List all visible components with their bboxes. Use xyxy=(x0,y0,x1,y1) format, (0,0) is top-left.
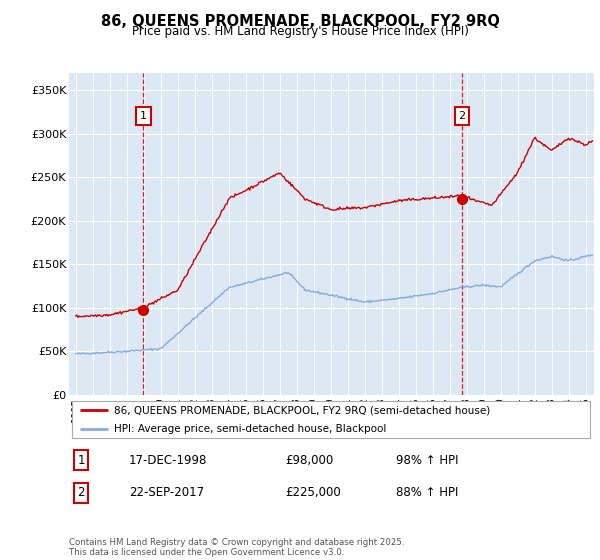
Text: 86, QUEENS PROMENADE, BLACKPOOL, FY2 9RQ: 86, QUEENS PROMENADE, BLACKPOOL, FY2 9RQ xyxy=(101,14,499,29)
Text: 1: 1 xyxy=(140,111,147,122)
Text: £225,000: £225,000 xyxy=(285,486,341,500)
FancyBboxPatch shape xyxy=(71,401,590,438)
Text: Price paid vs. HM Land Registry's House Price Index (HPI): Price paid vs. HM Land Registry's House … xyxy=(131,25,469,38)
Text: HPI: Average price, semi-detached house, Blackpool: HPI: Average price, semi-detached house,… xyxy=(113,424,386,433)
Text: Contains HM Land Registry data © Crown copyright and database right 2025.
This d: Contains HM Land Registry data © Crown c… xyxy=(69,538,404,557)
Text: 1: 1 xyxy=(77,454,85,467)
Text: 2: 2 xyxy=(77,486,85,500)
Text: 22-SEP-2017: 22-SEP-2017 xyxy=(129,486,204,500)
Text: £98,000: £98,000 xyxy=(285,454,333,467)
Text: 88% ↑ HPI: 88% ↑ HPI xyxy=(396,486,458,500)
Text: 2: 2 xyxy=(458,111,466,122)
Text: 98% ↑ HPI: 98% ↑ HPI xyxy=(396,454,458,467)
Text: 17-DEC-1998: 17-DEC-1998 xyxy=(129,454,208,467)
Text: 86, QUEENS PROMENADE, BLACKPOOL, FY2 9RQ (semi-detached house): 86, QUEENS PROMENADE, BLACKPOOL, FY2 9RQ… xyxy=(113,405,490,415)
